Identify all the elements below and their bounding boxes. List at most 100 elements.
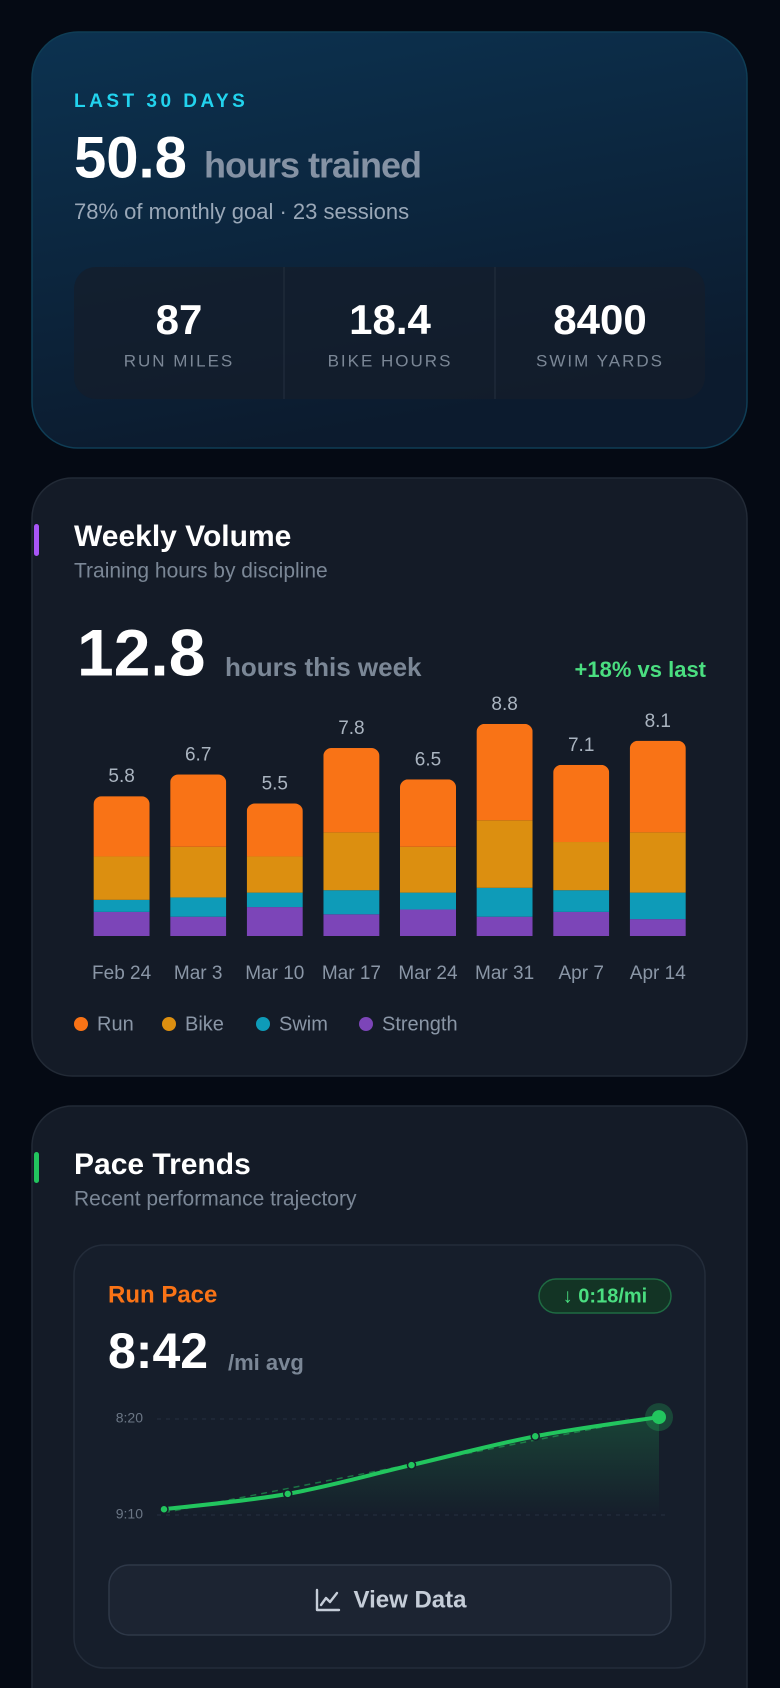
y-tick-label: 8:20 bbox=[116, 1410, 143, 1426]
bar-segment bbox=[246, 892, 303, 908]
stat-label: BIKE HOURS bbox=[328, 351, 453, 370]
bar-segment bbox=[93, 796, 150, 857]
total-label: 7.8 bbox=[338, 718, 364, 739]
stacked-bar bbox=[476, 723, 533, 936]
pace-unit: /mi avg bbox=[228, 1350, 304, 1375]
legend-label: Strength bbox=[382, 1013, 458, 1035]
bar-segment bbox=[93, 899, 150, 912]
button-label[interactable]: View Data bbox=[354, 1586, 468, 1613]
total-label: 5.5 bbox=[262, 773, 288, 794]
legend-label: Swim bbox=[279, 1013, 328, 1035]
accent bbox=[34, 1152, 39, 1183]
bar-segment bbox=[629, 919, 686, 936]
bar-segment bbox=[553, 764, 610, 843]
stacked-bar bbox=[170, 774, 227, 936]
trend-line bbox=[163, 1415, 660, 1514]
x-tick-label: Mar 31 bbox=[475, 963, 534, 984]
bar-segment bbox=[629, 832, 686, 893]
stats: 87 RUN MILES 18.4 BIKE HOURS 8400 SWIM YARDS bbox=[124, 296, 662, 370]
bar-segment bbox=[246, 856, 303, 893]
bar-segment bbox=[476, 887, 533, 917]
bar-segment bbox=[553, 842, 610, 891]
card-subtitle: Recent performance trajectory bbox=[74, 1188, 357, 1211]
bar-segment bbox=[400, 779, 456, 847]
pace-value: 8:42 bbox=[108, 1323, 208, 1379]
accent bbox=[34, 524, 39, 556]
stats-box bbox=[74, 267, 705, 399]
legend-dot bbox=[162, 1017, 176, 1031]
bar-segment bbox=[629, 892, 686, 920]
chart-icon bbox=[315, 1588, 341, 1612]
stat-value: 8400 bbox=[553, 296, 646, 343]
bar-segment bbox=[400, 846, 456, 893]
x-tick-label: Mar 3 bbox=[174, 963, 223, 984]
bar-segment bbox=[400, 892, 456, 910]
summary-detail: 78% of monthly goal · 23 sessions bbox=[74, 199, 409, 224]
bar-segment bbox=[170, 846, 227, 898]
bar-segment bbox=[553, 890, 610, 912]
legend-dot bbox=[359, 1017, 373, 1031]
bar-segment bbox=[246, 803, 303, 857]
stacked-bar bbox=[323, 748, 380, 936]
hours-label: hours trained bbox=[204, 145, 421, 186]
legend-dot bbox=[256, 1017, 270, 1031]
view-data-button[interactable] bbox=[108, 1564, 672, 1636]
badge bbox=[538, 1278, 672, 1314]
point bbox=[406, 1460, 417, 1470]
card-title: Weekly Volume bbox=[74, 520, 291, 553]
total-label: 6.5 bbox=[415, 749, 441, 770]
x-tick-label: Mar 10 bbox=[245, 963, 304, 984]
stat-value: 87 bbox=[156, 296, 203, 343]
bar-segment bbox=[476, 820, 533, 888]
stacked-bar bbox=[400, 779, 456, 936]
bar-segment bbox=[93, 856, 150, 900]
point bbox=[652, 1410, 666, 1425]
bar-segment bbox=[323, 914, 380, 936]
point bbox=[530, 1431, 540, 1442]
week-hours-label: hours this week bbox=[225, 652, 422, 682]
x-tick-label: Apr 7 bbox=[558, 963, 603, 984]
bar-segment bbox=[400, 909, 456, 936]
card-title: Pace Trends bbox=[74, 1148, 251, 1181]
badge-text: ↓ 0:18/mi bbox=[563, 1285, 647, 1307]
bar-segment bbox=[93, 911, 150, 936]
total-label: 7.1 bbox=[568, 735, 594, 756]
legend-dot bbox=[74, 1017, 88, 1031]
total-label: 5.8 bbox=[108, 766, 134, 787]
x-tick-label: Feb 24 bbox=[92, 963, 152, 984]
y-tick-label: 9:10 bbox=[116, 1506, 143, 1522]
period-label: LAST 30 DAYS bbox=[74, 91, 248, 112]
total-label: 6.7 bbox=[185, 745, 211, 766]
bar-segment bbox=[170, 774, 227, 847]
bar-segment bbox=[246, 907, 303, 936]
bar-segment bbox=[170, 897, 227, 917]
stat-value: 18.4 bbox=[349, 296, 431, 343]
bar-segment bbox=[629, 740, 686, 833]
total-label: 8.8 bbox=[491, 694, 517, 715]
bar-segment bbox=[323, 890, 380, 915]
week-hours: 12.8 bbox=[77, 615, 205, 689]
stacked-bar bbox=[93, 796, 150, 936]
bar-chart: 5.8 Feb 24 6.7 Mar 3 5.5 Mar 10 7.8 Mar 17 6.5 Ma… bbox=[74, 694, 686, 1035]
line-chart: 8:20 9:10 bbox=[116, 1403, 673, 1522]
legend-label: Run bbox=[97, 1013, 134, 1035]
stacked-bar bbox=[629, 740, 686, 936]
change: +18% vs last bbox=[575, 657, 707, 682]
x-tick-label: Apr 14 bbox=[630, 963, 686, 984]
stacked-bar bbox=[246, 803, 303, 936]
bar-segment bbox=[476, 916, 533, 936]
pace-panel bbox=[73, 1244, 706, 1669]
bar-segment bbox=[323, 748, 380, 833]
stacked-bar bbox=[553, 764, 610, 936]
bar-segment bbox=[476, 723, 533, 821]
panel-title: Run Pace bbox=[108, 1281, 217, 1308]
point bbox=[283, 1489, 293, 1499]
bar-segment bbox=[553, 911, 610, 936]
x-tick-label: Mar 24 bbox=[398, 963, 458, 984]
card-subtitle: Training hours by discipline bbox=[74, 560, 328, 583]
stat-label: RUN MILES bbox=[124, 351, 235, 370]
bar-segment bbox=[323, 832, 380, 891]
hours-value: 50.8 bbox=[74, 125, 187, 190]
